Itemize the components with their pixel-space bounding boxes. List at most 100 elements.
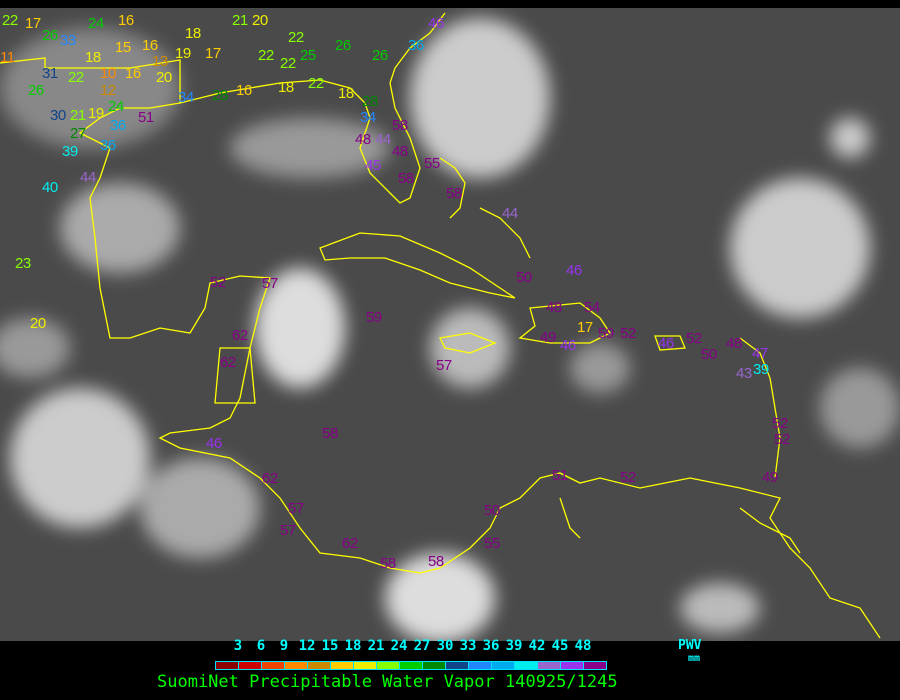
station-pwv-value: 22 <box>288 29 304 46</box>
station-pwv-value: 21 <box>232 12 248 29</box>
station-pwv-value: 36 <box>110 117 126 134</box>
station-pwv-value: 24 <box>108 98 124 115</box>
station-pwv-value: 17 <box>25 15 41 32</box>
map-title: SuomiNet Precipitable Water Vapor 140925… <box>157 672 618 692</box>
station-pwv-value: 45 <box>365 157 381 174</box>
station-pwv-value: 20 <box>30 315 46 332</box>
station-pwv-value: 52 <box>620 469 636 486</box>
station-pwv-value: 48 <box>546 299 562 316</box>
station-pwv-value: 31 <box>42 65 58 82</box>
legend-tick: 9 <box>279 638 289 654</box>
coastlines <box>0 12 881 639</box>
legend-tick: 24 <box>390 638 408 654</box>
station-pwv-value: 26 <box>335 37 351 54</box>
station-pwv-value: 28 <box>212 87 228 104</box>
station-pwv-value: 22 <box>258 47 274 64</box>
scale-swatch <box>446 662 469 669</box>
station-pwv-value: 18 <box>278 79 294 96</box>
station-pwv-value: 17 <box>577 319 593 336</box>
station-pwv-value: 57 <box>288 500 304 517</box>
station-pwv-value: 58 <box>428 553 444 570</box>
station-pwv-value: 26 <box>28 82 44 99</box>
station-pwv-value: 40 <box>42 179 58 196</box>
scale-swatch <box>538 662 561 669</box>
station-pwv-value: 55 <box>484 535 500 552</box>
station-pwv-value: 19 <box>88 105 104 122</box>
station-pwv-value: 20 <box>156 69 172 86</box>
scale-swatch <box>469 662 492 669</box>
legend-tick: 42 <box>528 638 546 654</box>
station-pwv-value: 25 <box>300 47 316 64</box>
legend-unit: mm <box>688 653 701 664</box>
station-pwv-value: 44 <box>375 131 391 148</box>
station-pwv-value: 59 <box>598 325 614 342</box>
clouds <box>0 18 900 641</box>
station-pwv-value: 46 <box>428 15 444 32</box>
station-pwv-value: 21 <box>70 107 86 124</box>
satellite-imagery <box>0 8 900 641</box>
station-pwv-value: 28 <box>362 93 378 110</box>
satellite-map: 22 17 26 33 24 16 15 16 18 18 31 22 10 16 13 20 19 17 21 20… <box>0 8 900 641</box>
station-pwv-value: 13 <box>152 53 168 70</box>
station-pwv-value: 22 <box>68 69 84 86</box>
station-pwv-value: 43 <box>736 365 752 382</box>
station-pwv-value: 16 <box>125 65 141 82</box>
station-pwv-value: 58 <box>322 425 338 442</box>
station-pwv-value: 34 <box>178 89 194 106</box>
station-pwv-value: 52 <box>620 325 636 342</box>
station-pwv-value: 59 <box>366 309 382 326</box>
station-pwv-value: 12 <box>100 82 116 99</box>
station-pwv-value: 18 <box>338 85 354 102</box>
station-pwv-value: 16 <box>236 82 252 99</box>
station-pwv-value: 58 <box>398 170 414 187</box>
scale-swatch <box>308 662 331 669</box>
scale-swatch <box>400 662 423 669</box>
station-pwv-value: 62 <box>262 470 278 487</box>
station-pwv-value: 49 <box>540 329 556 346</box>
station-pwv-value: 26 <box>42 27 58 44</box>
scale-swatch <box>285 662 308 669</box>
station-pwv-value: 62 <box>220 354 236 371</box>
station-labels: 22 17 26 33 24 16 15 16 18 18 31 22 10 16 13 20 19 17 21 20… <box>0 8 900 641</box>
legend-tick: 21 <box>367 638 385 654</box>
station-pwv-value: 22 <box>308 75 324 92</box>
legend-tick: 48 <box>574 638 592 654</box>
legend-tick: 33 <box>459 638 477 654</box>
legend-tick: 15 <box>321 638 339 654</box>
station-pwv-value: 17 <box>205 45 221 62</box>
station-pwv-value: 15 <box>115 39 131 56</box>
station-pwv-value: 10 <box>100 65 116 82</box>
station-pwv-value: 18 <box>85 49 101 66</box>
color-scale-bar <box>215 661 607 670</box>
station-pwv-value: 48 <box>392 143 408 160</box>
station-pwv-value: 57 <box>280 522 296 539</box>
station-pwv-value: 46 <box>560 337 576 354</box>
scale-swatch <box>239 662 262 669</box>
station-pwv-value: 51 <box>138 109 154 126</box>
station-pwv-value: 16 <box>142 37 158 54</box>
station-pwv-value: 20 <box>252 12 268 29</box>
scale-swatch <box>262 662 285 669</box>
station-pwv-value: 16 <box>118 12 134 29</box>
station-pwv-value: 11 <box>0 49 15 66</box>
station-pwv-value: 27 <box>70 125 86 142</box>
legend-tick: 30 <box>436 638 454 654</box>
station-pwv-value: 49 <box>762 469 778 486</box>
legend-tick: 36 <box>482 638 500 654</box>
station-pwv-value: 50 <box>484 502 500 519</box>
station-pwv-value: 46 <box>206 435 222 452</box>
station-pwv-value: 48 <box>726 335 742 352</box>
station-pwv-value: 22 <box>2 12 18 29</box>
station-pwv-value: 36 <box>100 137 116 154</box>
station-pwv-value: 54 <box>584 299 600 316</box>
station-pwv-value: 23 <box>15 255 31 272</box>
legend-tick: 45 <box>551 638 569 654</box>
legend-tick: 39 <box>505 638 523 654</box>
station-pwv-value: 34 <box>360 109 376 126</box>
station-pwv-value: 19 <box>175 45 191 62</box>
station-pwv-value: 51 <box>552 467 568 484</box>
legend <box>0 641 900 700</box>
station-pwv-value: 46 <box>658 335 674 352</box>
station-pwv-value: 48 <box>355 131 371 148</box>
